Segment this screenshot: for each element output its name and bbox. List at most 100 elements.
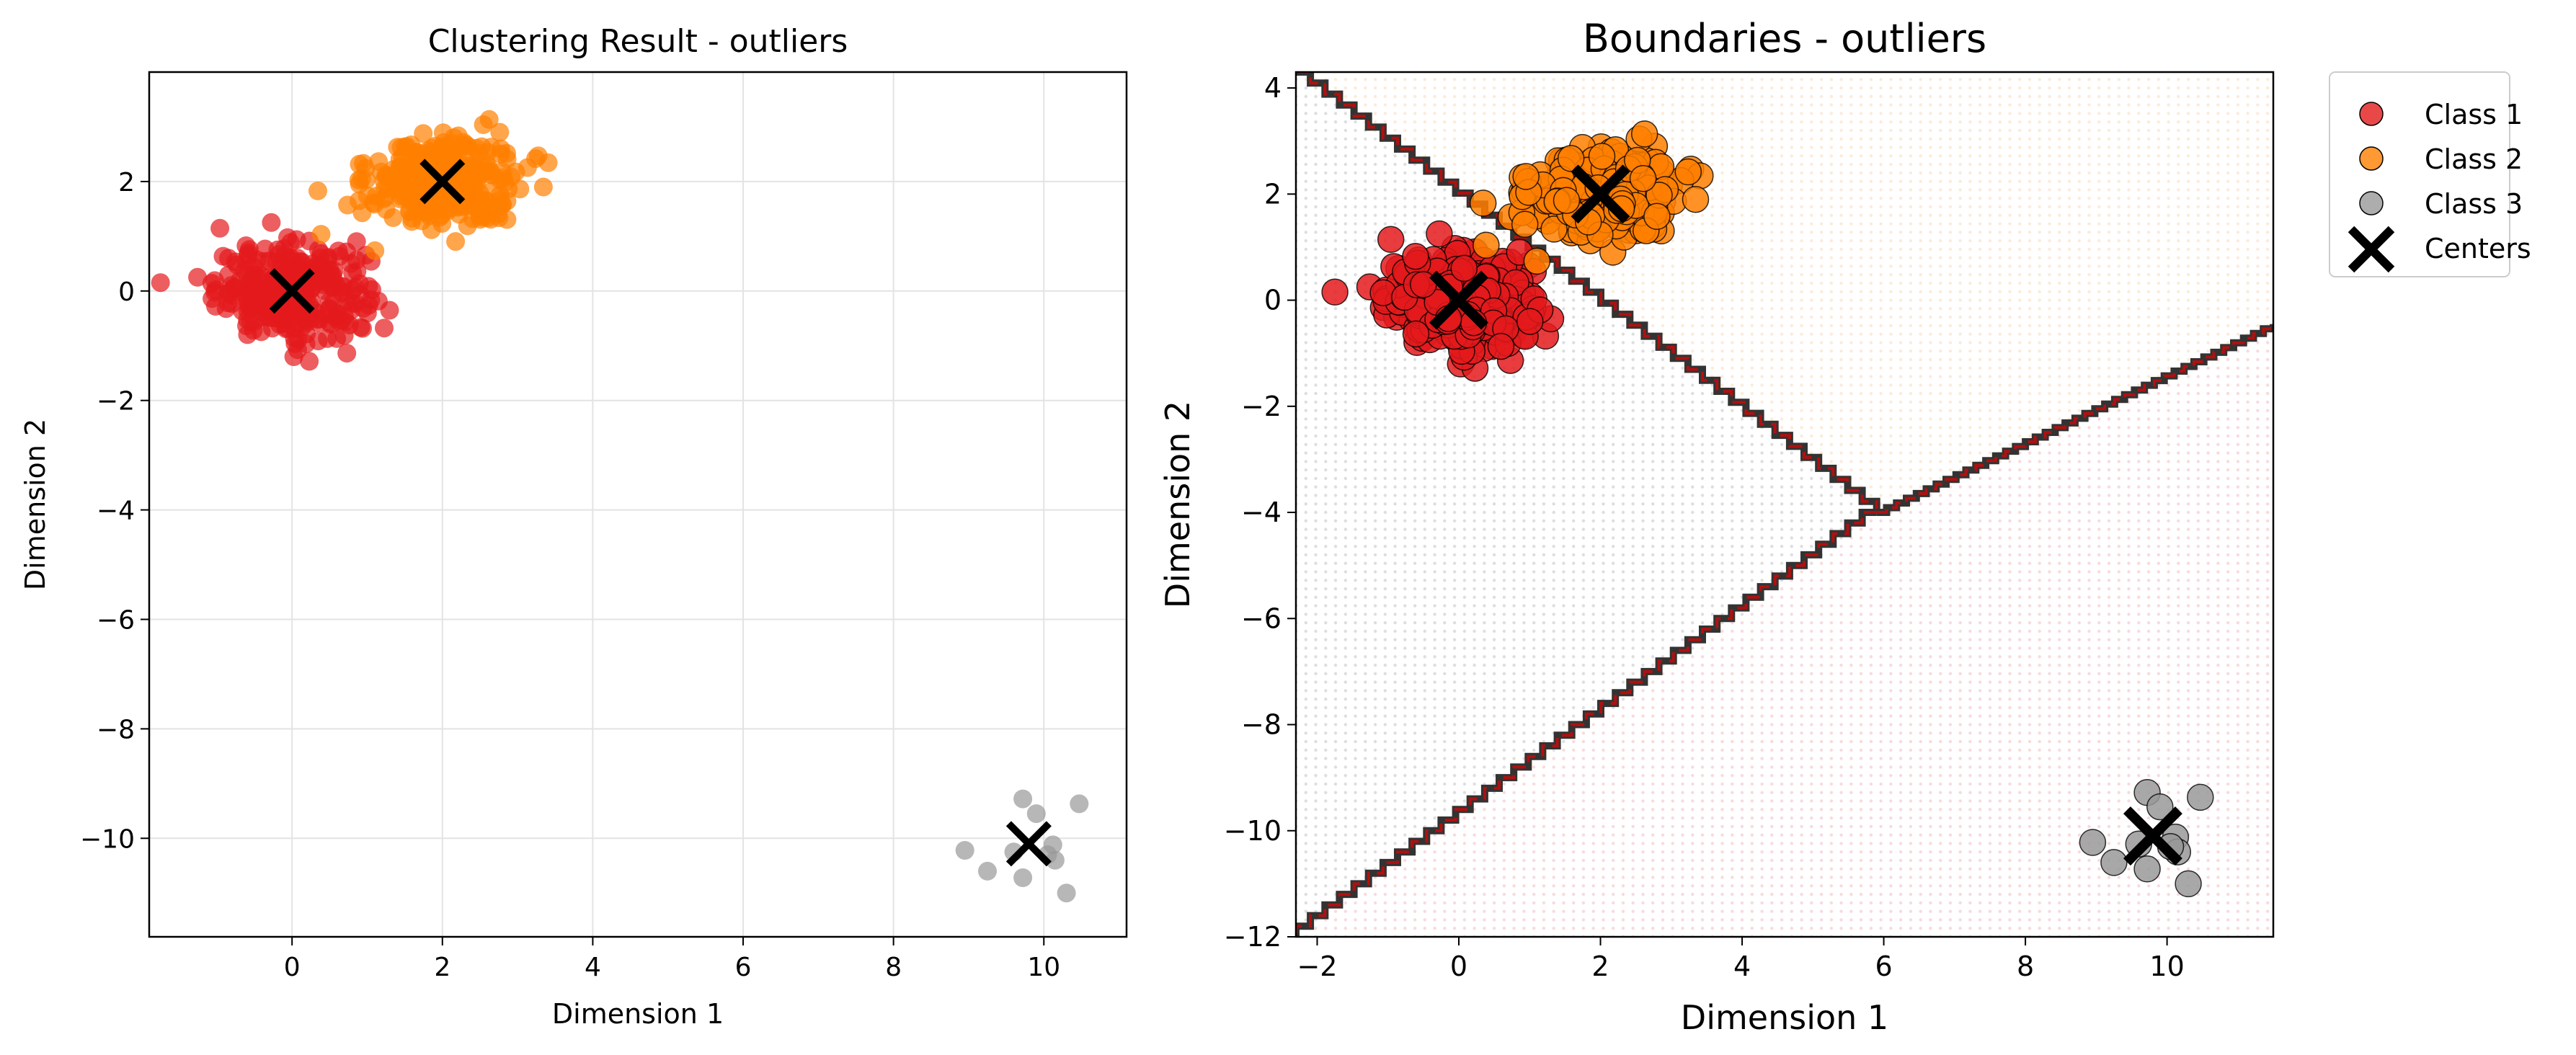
region-dot xyxy=(1473,485,1476,489)
region-dot xyxy=(1512,528,1516,531)
region-dot xyxy=(1651,698,1655,701)
region-dot xyxy=(1314,86,1318,90)
region-dot xyxy=(1631,460,1635,463)
region-dot xyxy=(1552,824,1555,829)
data-point xyxy=(448,126,468,146)
region-dot xyxy=(1641,595,1645,599)
region-dot xyxy=(1364,892,1367,896)
region-dot xyxy=(1602,739,1605,744)
region-dot xyxy=(1612,290,1615,293)
region-dot xyxy=(1671,638,1674,641)
data-point xyxy=(396,178,416,197)
region-dot xyxy=(1483,536,1486,540)
region-dot xyxy=(1581,570,1586,574)
region-dot xyxy=(1492,528,1496,531)
region-dot xyxy=(1621,587,1625,591)
region-dot xyxy=(1373,383,1377,387)
region-dot xyxy=(1581,417,1586,421)
region-dot xyxy=(1423,357,1427,362)
region-dot xyxy=(1433,409,1436,412)
region-dot xyxy=(1492,434,1496,438)
region-dot xyxy=(1681,884,1684,888)
data-point xyxy=(288,249,307,268)
region-dot xyxy=(1581,842,1586,845)
region-dot xyxy=(1572,876,1576,879)
region-dot xyxy=(1512,808,1516,811)
region-dot xyxy=(1314,892,1318,896)
region-dot xyxy=(1691,86,1695,90)
region-dot xyxy=(1364,205,1367,209)
region-dot xyxy=(1462,613,1467,616)
region-dot xyxy=(1661,689,1665,693)
region-dot xyxy=(1483,86,1486,90)
region-dot xyxy=(1502,86,1506,90)
region-dot xyxy=(1354,545,1357,548)
region-dot xyxy=(1532,239,1536,243)
region-dot xyxy=(1473,154,1476,158)
region-dot xyxy=(1443,460,1447,463)
region-dot xyxy=(1473,646,1476,650)
region-dot xyxy=(1403,451,1407,455)
region-dot xyxy=(1393,112,1397,115)
region-dot xyxy=(1542,409,1546,412)
region-dot xyxy=(1522,842,1526,845)
region-dot xyxy=(1483,460,1486,463)
region-dot xyxy=(1443,426,1447,429)
region-dot xyxy=(1552,485,1555,489)
region-dot xyxy=(1492,171,1496,175)
region-dot xyxy=(1373,858,1377,863)
region-dot xyxy=(1661,112,1665,115)
region-dot xyxy=(1552,621,1555,625)
region-dot xyxy=(1354,451,1357,455)
region-dot xyxy=(1343,927,1348,930)
region-dot xyxy=(1452,629,1457,633)
region-dot xyxy=(1562,256,1565,259)
region-dot xyxy=(1671,927,1674,930)
region-dot xyxy=(1671,824,1674,829)
region-dot xyxy=(1413,816,1417,820)
region-dot xyxy=(1641,698,1645,701)
region-dot xyxy=(1393,171,1397,175)
region-dot xyxy=(1433,510,1436,515)
region-dot xyxy=(1433,112,1436,115)
region-dot xyxy=(1542,765,1546,769)
region-dot xyxy=(1364,434,1367,438)
region-dot xyxy=(1413,239,1417,243)
region-dot xyxy=(1591,892,1595,896)
region-dot xyxy=(1700,850,1705,854)
region-dot xyxy=(1691,231,1695,234)
region-dot xyxy=(1681,723,1684,726)
region-dot xyxy=(1364,808,1367,811)
region-dot xyxy=(1314,579,1318,582)
region-dot xyxy=(1681,858,1684,863)
region-dot xyxy=(1403,613,1407,616)
region-dot xyxy=(1483,731,1486,735)
region-dot xyxy=(1661,774,1665,778)
region-dot xyxy=(1443,205,1447,209)
region-dot xyxy=(1423,120,1427,124)
region-dot xyxy=(1423,239,1427,243)
region-dot xyxy=(1621,409,1625,412)
region-dot xyxy=(1452,918,1457,922)
region-dot xyxy=(1462,731,1467,735)
region-dot xyxy=(1512,375,1516,378)
region-dot xyxy=(1661,705,1665,710)
region-dot xyxy=(1542,782,1546,786)
region-dot xyxy=(1324,128,1328,133)
region-dot xyxy=(1651,247,1655,251)
region-dot xyxy=(1691,510,1695,515)
region-dot xyxy=(1492,816,1496,820)
region-dot xyxy=(1532,519,1536,522)
region-dot xyxy=(1612,884,1615,888)
region-dot xyxy=(1462,723,1467,726)
region-dot xyxy=(1304,298,1308,302)
region-dot xyxy=(1304,476,1308,481)
region-dot xyxy=(1581,256,1586,259)
region-dot xyxy=(1681,663,1684,667)
region-dot xyxy=(1314,307,1318,311)
region-dot xyxy=(1591,901,1595,905)
region-dot xyxy=(1532,731,1536,735)
region-dot xyxy=(1542,451,1546,455)
data-point xyxy=(281,233,301,252)
region-dot xyxy=(1364,476,1367,481)
